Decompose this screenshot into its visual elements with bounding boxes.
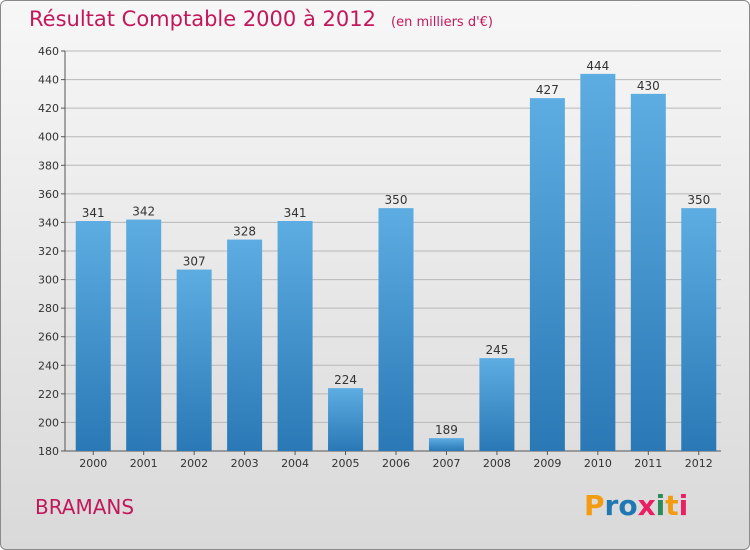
x-tick-label: 2005 (332, 457, 360, 470)
x-tick-label: 2011 (634, 457, 662, 470)
logo-letter: x (637, 489, 656, 522)
chart-subtitle: (en milliers d'€) (391, 15, 493, 30)
x-tick-label: 2007 (432, 457, 460, 470)
bar (630, 93, 666, 451)
x-tick-label: 2002 (180, 457, 208, 470)
bars: 341 342 307 328 341 224 350 189 245 427 444 430 350 (75, 59, 717, 452)
bar (227, 239, 263, 451)
logo-letter: P (584, 489, 605, 522)
data-label: 224 (334, 373, 357, 387)
bar (328, 388, 364, 451)
bar (681, 208, 717, 451)
x-tick-label: 2012 (685, 457, 713, 470)
data-label: 350 (385, 193, 408, 207)
logo-letter: i (655, 489, 666, 522)
y-tick-label: 200 (38, 416, 59, 429)
x-tick-label: 2000 (79, 457, 107, 470)
y-tick-label: 420 (38, 102, 59, 115)
y-tick-label: 180 (38, 445, 59, 458)
y-tick-label: 260 (38, 331, 59, 344)
x-tick-label: 2003 (231, 457, 259, 470)
data-label: 307 (183, 255, 206, 269)
logo-letter: i (678, 489, 689, 522)
title-row: Résultat Comptable 2000 à 2012 (en milli… (29, 7, 493, 31)
x-tick-label: 2010 (584, 457, 612, 470)
logo-letter: r (604, 489, 619, 522)
proxiti-logo: Proxiti (584, 489, 688, 522)
x-tick-label: 2001 (130, 457, 158, 470)
y-tick-label: 380 (38, 159, 59, 172)
bar (378, 208, 414, 451)
x-tick-label: 2006 (382, 457, 410, 470)
data-label: 444 (586, 59, 609, 73)
data-label: 245 (485, 343, 508, 357)
bar (428, 438, 464, 451)
y-tick-label: 220 (38, 388, 59, 401)
data-label: 430 (637, 79, 660, 93)
logo-letter: o (618, 489, 638, 522)
bar (277, 221, 313, 451)
x-tick-label: 2009 (533, 457, 561, 470)
bar (126, 219, 162, 451)
x-tick-label: 2004 (281, 457, 309, 470)
data-label: 342 (132, 205, 155, 219)
y-tick-label: 240 (38, 359, 59, 372)
bar (75, 221, 111, 451)
y-tick-label: 400 (38, 131, 59, 144)
data-label: 341 (82, 206, 105, 220)
place-name: BRAMANS (35, 495, 135, 519)
bar (176, 269, 212, 451)
x-tick-label: 2008 (483, 457, 511, 470)
data-label: 328 (233, 225, 256, 239)
data-label: 341 (284, 206, 307, 220)
chart-title: Résultat Comptable 2000 à 2012 (29, 7, 376, 31)
logo-letter: t (665, 489, 679, 522)
x-axis-ticks: 2000 2001 2002 2003 2004 2005 2006 2007 2008 2009… (79, 451, 713, 470)
data-label: 427 (536, 83, 559, 97)
y-tick-label: 340 (38, 216, 59, 229)
bar (479, 358, 515, 451)
y-tick-label: 320 (38, 245, 59, 258)
data-label: 350 (687, 193, 710, 207)
data-label: 189 (435, 423, 458, 437)
y-tick-label: 280 (38, 302, 59, 315)
y-tick-label: 440 (38, 74, 59, 87)
bar (580, 73, 616, 451)
y-tick-label: 360 (38, 188, 59, 201)
y-tick-label: 300 (38, 274, 59, 287)
y-tick-label: 460 (38, 45, 59, 58)
bar (529, 98, 565, 452)
